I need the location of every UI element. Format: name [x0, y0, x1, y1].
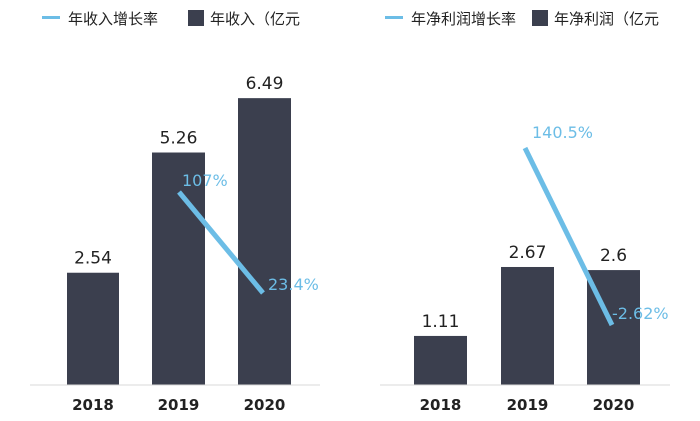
growth-rate-label-2020: 23.4%: [268, 275, 319, 294]
x-tick-2018: 2018: [420, 396, 462, 414]
x-tick-2020: 2020: [593, 396, 635, 414]
legend-bar-label: 年净利润（亿元: [554, 10, 659, 28]
bar-2018: [67, 272, 119, 385]
bar-2018: [414, 335, 467, 385]
growth-rate-line: [177, 190, 265, 295]
bar-value-label-2018: 1.11: [422, 312, 460, 332]
bar-value-label-2020: 6.49: [246, 74, 284, 94]
bar-value-label-2019: 2.67: [509, 243, 547, 263]
bar-value-label-2020: 2.6: [600, 246, 627, 266]
x-tick-2018: 2018: [72, 396, 114, 414]
legend-growth-swatch: [42, 16, 60, 19]
growth-rate-line: [522, 146, 615, 327]
x-tick-2019: 2019: [507, 396, 549, 414]
legend-bar-swatch: [532, 10, 548, 26]
bar-value-label-2018: 2.54: [74, 249, 112, 269]
legend-growth-label: 年净利润增长率: [411, 10, 516, 28]
x-tick-2020: 2020: [244, 396, 286, 414]
bar-value-label-2019: 5.26: [160, 129, 198, 149]
growth-rate-label-2019: 107%: [182, 171, 228, 190]
bar-2020: [238, 98, 291, 385]
legend-growth-label: 年收入增长率: [68, 10, 158, 28]
legend-bar-label: 年收入（亿元: [210, 10, 300, 28]
bar-2019: [501, 266, 554, 385]
bar-2019: [152, 152, 205, 385]
legend-bar-swatch: [188, 10, 204, 26]
growth-rate-label-2020: -2.62%: [612, 304, 669, 323]
growth-rate-label-2019: 140.5%: [532, 123, 593, 142]
legend-growth-swatch: [385, 16, 403, 19]
x-tick-2019: 2019: [158, 396, 200, 414]
